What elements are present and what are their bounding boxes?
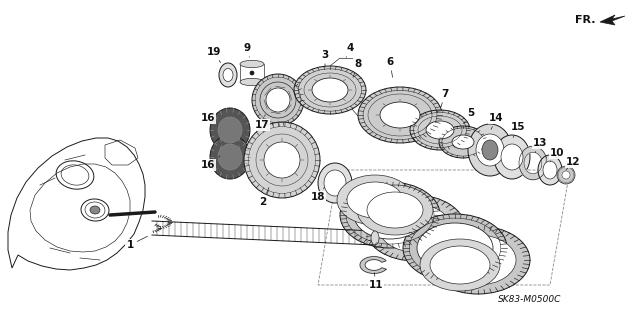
Text: 2: 2 — [259, 188, 269, 207]
Ellipse shape — [410, 110, 470, 150]
Ellipse shape — [223, 69, 233, 81]
Ellipse shape — [426, 226, 530, 294]
Ellipse shape — [452, 135, 474, 149]
Ellipse shape — [403, 214, 507, 282]
Ellipse shape — [240, 60, 264, 68]
Ellipse shape — [543, 161, 557, 179]
Ellipse shape — [439, 126, 487, 158]
Ellipse shape — [358, 87, 442, 143]
Text: 18: 18 — [311, 187, 325, 202]
Circle shape — [252, 74, 304, 126]
Text: 7: 7 — [441, 89, 449, 108]
Ellipse shape — [380, 102, 420, 128]
Ellipse shape — [340, 182, 440, 248]
Circle shape — [562, 171, 570, 179]
Text: 15: 15 — [511, 122, 525, 137]
Circle shape — [244, 122, 320, 198]
Polygon shape — [519, 146, 546, 180]
Ellipse shape — [218, 144, 242, 170]
Ellipse shape — [240, 78, 264, 85]
Ellipse shape — [219, 63, 237, 87]
Text: 6: 6 — [387, 57, 394, 77]
Text: 3: 3 — [321, 50, 328, 67]
Ellipse shape — [501, 144, 523, 170]
Ellipse shape — [218, 117, 242, 143]
Text: FR.: FR. — [575, 15, 595, 25]
Ellipse shape — [210, 108, 250, 152]
Ellipse shape — [294, 66, 366, 114]
Text: 12: 12 — [566, 157, 580, 170]
Ellipse shape — [440, 235, 516, 285]
Ellipse shape — [417, 223, 493, 273]
Ellipse shape — [312, 78, 348, 102]
Text: 10: 10 — [550, 148, 564, 162]
Ellipse shape — [354, 191, 426, 239]
Ellipse shape — [420, 239, 500, 291]
Ellipse shape — [367, 192, 423, 228]
Ellipse shape — [482, 140, 498, 160]
Ellipse shape — [468, 124, 512, 176]
Ellipse shape — [430, 246, 490, 284]
Text: 16: 16 — [201, 113, 218, 126]
Polygon shape — [360, 256, 386, 273]
Ellipse shape — [347, 182, 403, 218]
Text: SK83-M0500C: SK83-M0500C — [499, 295, 562, 305]
Ellipse shape — [371, 231, 379, 245]
Text: 5: 5 — [463, 108, 475, 124]
Circle shape — [557, 166, 575, 184]
Circle shape — [264, 142, 300, 178]
Ellipse shape — [538, 155, 562, 185]
Ellipse shape — [365, 195, 465, 261]
Ellipse shape — [494, 135, 530, 179]
Text: 4: 4 — [346, 43, 354, 57]
Text: 16: 16 — [201, 156, 220, 170]
Text: 19: 19 — [207, 47, 221, 63]
Circle shape — [250, 71, 254, 75]
Ellipse shape — [318, 163, 352, 203]
Ellipse shape — [476, 134, 504, 166]
Text: 1: 1 — [126, 236, 147, 250]
Text: 8: 8 — [353, 59, 362, 78]
Ellipse shape — [324, 170, 346, 196]
Ellipse shape — [90, 206, 100, 214]
Ellipse shape — [426, 121, 454, 139]
Text: 17: 17 — [255, 115, 269, 130]
Text: 13: 13 — [532, 138, 547, 152]
Ellipse shape — [379, 204, 451, 252]
Ellipse shape — [357, 185, 433, 235]
Ellipse shape — [210, 135, 250, 179]
Text: 14: 14 — [489, 113, 503, 130]
Text: 11: 11 — [369, 273, 383, 290]
Polygon shape — [600, 15, 625, 25]
Circle shape — [266, 88, 290, 112]
Text: 9: 9 — [243, 43, 251, 57]
Ellipse shape — [337, 175, 413, 225]
